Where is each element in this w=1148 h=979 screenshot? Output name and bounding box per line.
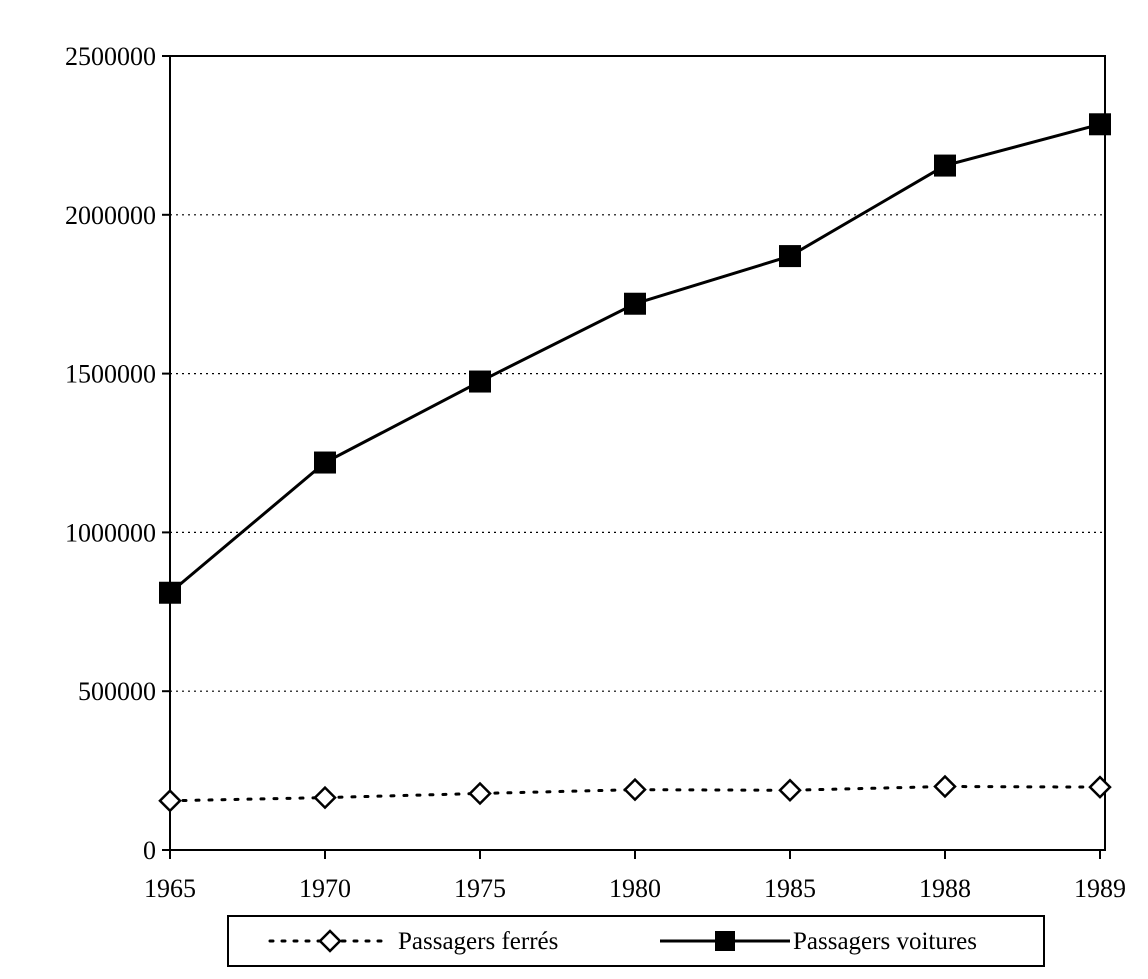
y-tick-label: 2500000 bbox=[65, 42, 156, 71]
legend-box bbox=[227, 915, 1045, 967]
data-point-ferres bbox=[933, 774, 957, 799]
data-point-ferres bbox=[468, 781, 492, 806]
y-tick-label: 1000000 bbox=[65, 518, 156, 547]
axes: 0 500000 1000000 1500000 2000000 2500000 1965 1… bbox=[65, 42, 1126, 903]
data-point-ferres bbox=[313, 785, 337, 810]
x-tick-label: 1988 bbox=[919, 874, 971, 903]
data-point-voitures bbox=[314, 451, 336, 474]
y-tick-label: 2000000 bbox=[65, 201, 156, 230]
legend-label-voitures: Passagers voitures bbox=[793, 928, 977, 955]
data-point-voitures bbox=[624, 292, 646, 315]
y-tick-label: 1500000 bbox=[65, 360, 156, 389]
legend-marker-ferres bbox=[318, 929, 342, 953]
x-tick-label: 1970 bbox=[299, 874, 351, 903]
legend-marker-voitures bbox=[715, 931, 735, 951]
y-tick-label: 0 bbox=[143, 836, 156, 865]
data-point-voitures bbox=[469, 370, 491, 393]
x-tick-label: 1975 bbox=[454, 874, 506, 903]
x-tick-label: 1965 bbox=[144, 874, 196, 903]
data-point-ferres bbox=[778, 778, 802, 803]
plot-frame bbox=[169, 55, 1106, 851]
series-line-voitures bbox=[169, 122, 1101, 594]
series bbox=[158, 113, 1112, 813]
x-tick-label: 1985 bbox=[764, 874, 816, 903]
data-point-voitures bbox=[934, 154, 956, 177]
data-point-voitures bbox=[1089, 113, 1111, 136]
x-tick-label: 1980 bbox=[609, 874, 661, 903]
data-point-voitures bbox=[159, 581, 181, 604]
data-point-ferres bbox=[158, 789, 182, 813]
data-point-ferres bbox=[623, 777, 647, 802]
x-tick-label: 1989 bbox=[1074, 874, 1126, 903]
data-point-ferres bbox=[1088, 775, 1112, 799]
data-point-voitures bbox=[779, 245, 801, 268]
grid-lines bbox=[170, 214, 1105, 692]
legend: Passagers ferrés Passagers voitures bbox=[227, 915, 1045, 967]
legend-label-ferres: Passagers ferrés bbox=[398, 928, 558, 955]
y-tick-label: 500000 bbox=[78, 677, 156, 706]
